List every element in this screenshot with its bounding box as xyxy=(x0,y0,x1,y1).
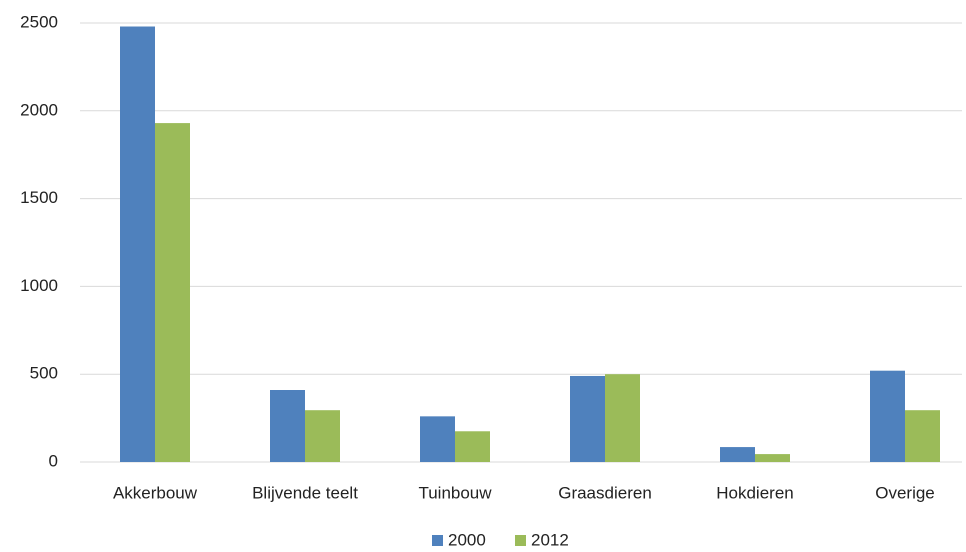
bar xyxy=(570,375,605,462)
x-tick-label: Akkerbouw xyxy=(113,483,198,502)
y-tick-label: 1000 xyxy=(20,276,58,295)
bar xyxy=(870,370,905,462)
bar xyxy=(905,410,940,462)
bar xyxy=(305,410,340,462)
y-tick-label: 2000 xyxy=(20,100,58,119)
legend-label: 2000 xyxy=(448,530,486,549)
x-tick-label: Hokdieren xyxy=(716,483,794,502)
legend-label: 2012 xyxy=(531,530,569,549)
legend-swatch xyxy=(515,535,526,546)
bar xyxy=(755,454,790,462)
x-tick-label: Tuinbouw xyxy=(418,483,492,502)
y-tick-label: 0 xyxy=(49,451,58,470)
bar xyxy=(270,390,305,462)
bar xyxy=(155,123,190,462)
x-tick-label: Graasdieren xyxy=(558,483,652,502)
bar xyxy=(720,447,755,462)
bar xyxy=(420,416,455,462)
bar xyxy=(120,26,155,463)
y-tick-label: 1500 xyxy=(20,188,58,207)
y-tick-label: 500 xyxy=(30,364,58,383)
x-tick-label: Blijvende teelt xyxy=(252,483,358,502)
legend-swatch xyxy=(432,535,443,546)
x-tick-label: Overige xyxy=(875,483,935,502)
y-tick-label: 2500 xyxy=(20,12,58,31)
bar xyxy=(455,431,490,462)
bar xyxy=(605,374,640,462)
